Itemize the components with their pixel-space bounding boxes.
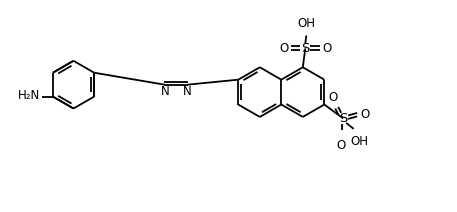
Text: S: S xyxy=(301,42,309,55)
Text: N: N xyxy=(183,85,191,98)
Text: O: O xyxy=(280,42,289,55)
Text: O: O xyxy=(337,139,346,152)
Text: OH: OH xyxy=(298,17,315,29)
Text: H₂N: H₂N xyxy=(18,89,40,102)
Text: OH: OH xyxy=(351,135,369,148)
Text: O: O xyxy=(361,109,370,121)
Text: O: O xyxy=(329,91,338,104)
Text: N: N xyxy=(160,85,169,98)
Text: O: O xyxy=(323,42,332,55)
Text: S: S xyxy=(339,112,347,125)
